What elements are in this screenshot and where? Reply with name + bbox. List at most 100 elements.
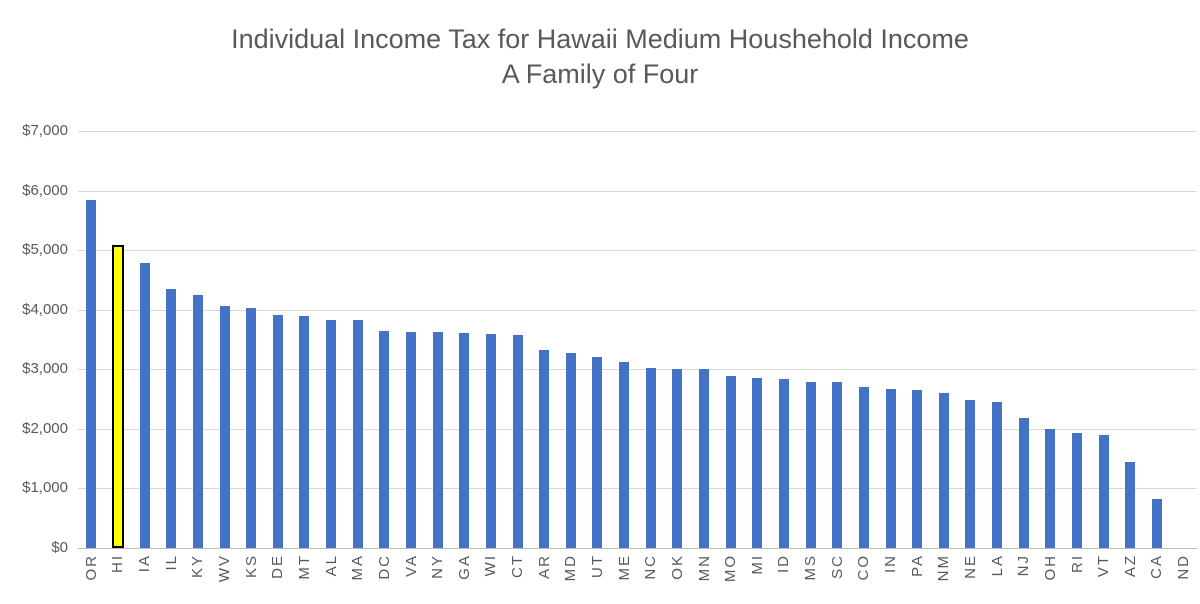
- bar-slot: [531, 131, 558, 548]
- x-axis-label-slot: MN: [691, 554, 718, 604]
- bar-slot: [664, 131, 691, 548]
- gridline: [78, 131, 1197, 132]
- x-axis-tick-label: PA: [908, 554, 926, 577]
- bar-slot: [158, 131, 185, 548]
- y-axis-tick-label: $3,000: [22, 360, 68, 378]
- bar-slot: [1144, 131, 1171, 548]
- bar-slot: [611, 131, 638, 548]
- bar-ky: [192, 294, 203, 548]
- x-axis-label-slot: MT: [291, 554, 318, 604]
- bar-slot: [1170, 131, 1197, 548]
- bar-md: [565, 353, 576, 548]
- bar-slot: [105, 131, 132, 548]
- bar-slot: [238, 131, 265, 548]
- bar-slot: [851, 131, 878, 548]
- x-axis-tick-label: OK: [668, 554, 686, 580]
- bar-slot: [424, 131, 451, 548]
- x-axis-label-slot: WI: [478, 554, 505, 604]
- x-axis-tick-label: DE: [269, 554, 287, 579]
- gridline: [78, 190, 1197, 192]
- bar-ne: [965, 399, 976, 548]
- x-axis-tick-label: IA: [136, 554, 154, 573]
- x-axis-tick-label: KY: [189, 554, 207, 579]
- bar-ok: [672, 368, 683, 548]
- bar-nm: [938, 392, 949, 548]
- x-axis-tick-label: MD: [562, 554, 580, 582]
- x-axis-label-slot: MO: [717, 554, 744, 604]
- bar-slot: [797, 131, 824, 548]
- x-axis-label-slot: PA: [904, 554, 931, 604]
- bar-slot: [1117, 131, 1144, 548]
- x-axis-tick-label: AL: [322, 554, 340, 577]
- y-axis-tick-label: $7,000: [22, 122, 68, 139]
- x-axis-label-slot: SC: [824, 554, 851, 604]
- bar-slot: [744, 131, 771, 548]
- gridline: [78, 369, 1197, 371]
- bar-in: [885, 388, 896, 548]
- x-axis-baseline: [78, 548, 1197, 549]
- x-axis-tick-label: SC: [828, 554, 846, 579]
- bar-wi: [485, 334, 496, 548]
- x-axis-tick-label: AR: [535, 554, 553, 579]
- x-axis-tick-label: OR: [82, 554, 100, 581]
- x-axis-label-slot: MS: [797, 554, 824, 604]
- x-axis-label-slot: CA: [1144, 554, 1171, 604]
- bar-ma: [352, 320, 363, 548]
- bar-mi: [752, 377, 763, 548]
- bar-slot: [398, 131, 425, 548]
- bar-slot: [931, 131, 958, 548]
- bar-or: [86, 200, 97, 548]
- x-axis-tick-label: VA: [402, 554, 420, 577]
- bar-hi-highlighted: [111, 245, 124, 548]
- y-axis-tick-label: $6,000: [22, 181, 68, 199]
- bar-slot: [211, 131, 238, 548]
- bar-nc: [645, 368, 656, 548]
- x-axis-tick-label: UT: [588, 554, 606, 578]
- x-axis-tick-label: LA: [988, 554, 1006, 577]
- bar-slot: [984, 131, 1011, 548]
- x-axis-label-slot: LA: [984, 554, 1011, 604]
- bar-slot: [131, 131, 158, 548]
- x-axis-tick-label: NM: [935, 554, 953, 582]
- bar-slot: [584, 131, 611, 548]
- x-axis-label-slot: NJ: [1010, 554, 1037, 604]
- x-axis-label-slot: KY: [185, 554, 212, 604]
- bar-slot: [78, 131, 105, 548]
- bar-oh: [1045, 428, 1056, 548]
- x-axis-tick-label: MI: [748, 554, 766, 575]
- bar-me: [619, 361, 630, 548]
- x-axis-label-slot: DC: [371, 554, 398, 604]
- x-axis-tick-label: ID: [775, 554, 793, 573]
- bars-row: [78, 131, 1197, 548]
- x-axis-tick-label: MA: [349, 554, 367, 581]
- y-axis-tick-label: $4,000: [22, 300, 68, 318]
- bar-ny: [432, 332, 443, 548]
- bar-la: [992, 402, 1003, 548]
- bar-az: [1125, 461, 1136, 548]
- x-axis: OR HI IA IL KY WV KS DE MT AL MA DC VA NY GA WI CT AR MD UT…: [78, 554, 1197, 604]
- x-axis-label-slot: ID: [771, 554, 798, 604]
- x-axis-tick-label: DC: [375, 554, 393, 580]
- x-axis-tick-label: HI: [109, 554, 127, 573]
- x-axis-label-slot: NE: [957, 554, 984, 604]
- bar-slot: [318, 131, 345, 548]
- bar-ia: [139, 263, 150, 548]
- bar-slot: [691, 131, 718, 548]
- x-axis-label-slot: AZ: [1117, 554, 1144, 604]
- bar-slot: [771, 131, 798, 548]
- bar-ga: [459, 332, 470, 548]
- plot-area: [78, 131, 1197, 549]
- x-axis-tick-label: MN: [695, 554, 713, 582]
- x-axis-label-slot: NC: [637, 554, 664, 604]
- x-axis-tick-label: WV: [216, 554, 234, 583]
- bar-mn: [699, 369, 710, 548]
- x-axis-label-slot: NY: [424, 554, 451, 604]
- bar-ks: [246, 307, 257, 548]
- x-axis-tick-label: CT: [509, 554, 527, 578]
- bar-wv: [219, 306, 230, 548]
- chart-title-line-2: A Family of Four: [501, 59, 699, 89]
- x-axis-label-slot: VA: [398, 554, 425, 604]
- bar-slot: [1064, 131, 1091, 548]
- bar-slot: [957, 131, 984, 548]
